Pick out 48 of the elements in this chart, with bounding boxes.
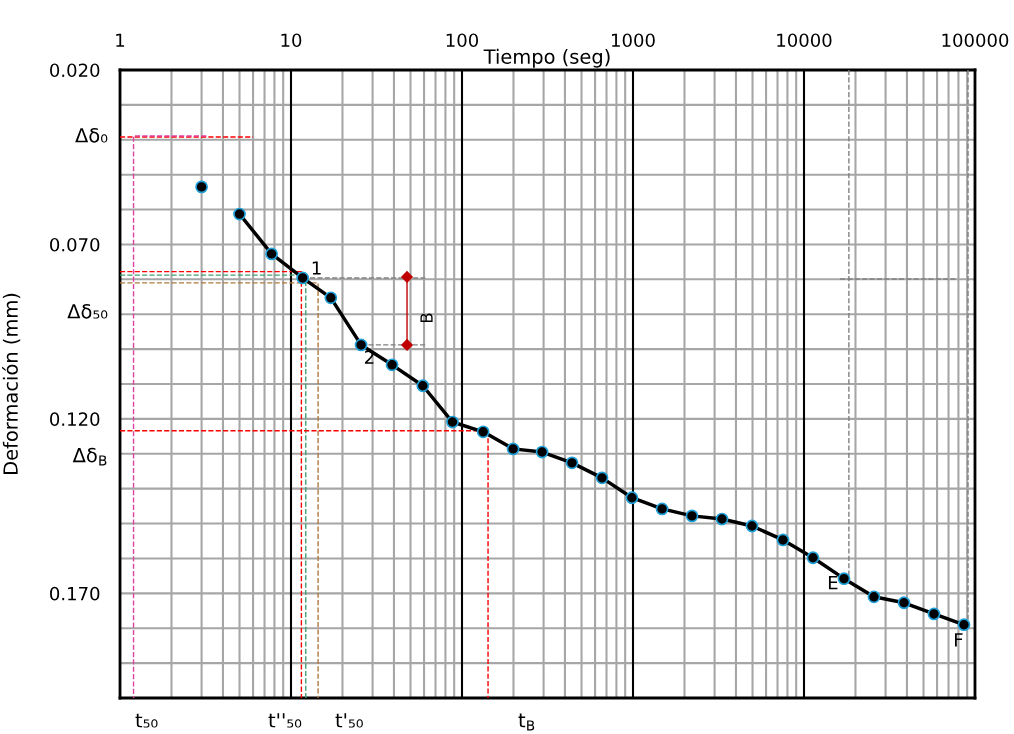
point	[927, 607, 941, 621]
text: t$_{B}$	[518, 713, 535, 731]
y-tick-label: 0.170	[50, 586, 100, 601]
point	[897, 596, 911, 610]
text: Δδ$_{B}$	[72, 447, 107, 466]
x-axis-title: Tiempo (seg)	[483, 48, 610, 68]
x-tick-label: 1	[116, 33, 125, 47]
point	[324, 291, 338, 305]
y-axis-title: Deformación (mm)	[2, 293, 21, 474]
point	[625, 491, 639, 505]
text: t₅₀	[135, 713, 158, 728]
point	[595, 471, 609, 485]
point	[354, 338, 368, 352]
point	[265, 247, 278, 261]
point	[446, 415, 459, 429]
x-tick-label: 10000	[777, 33, 832, 48]
x-tick-label: 100	[446, 33, 479, 48]
y-tick-label: 0.120	[50, 412, 100, 427]
point	[957, 618, 971, 632]
annotation: B	[420, 313, 433, 323]
point	[715, 512, 729, 526]
point	[416, 379, 430, 393]
annotation: F	[955, 633, 963, 647]
point	[385, 358, 399, 372]
point	[776, 533, 790, 547]
point	[296, 271, 310, 285]
text: Δδ₅₀	[67, 303, 108, 319]
text: t'₅₀	[335, 713, 363, 728]
text: t''₅₀	[268, 713, 302, 728]
y-tick-label: 0.070	[50, 237, 100, 252]
point	[806, 551, 820, 565]
text: Δδ₀	[75, 127, 108, 143]
point	[506, 442, 520, 456]
annotation: E	[828, 576, 838, 590]
x-tick-label: 1000	[612, 33, 655, 48]
point	[535, 445, 549, 459]
x-tick-label: 100000	[942, 33, 1009, 48]
point	[655, 502, 669, 516]
x-tick-label: 10	[281, 33, 302, 48]
point	[745, 519, 759, 533]
point	[837, 572, 851, 586]
point	[685, 509, 699, 523]
point	[867, 590, 881, 604]
point	[565, 456, 579, 470]
annotation: 1	[312, 261, 321, 275]
point	[476, 425, 490, 439]
point	[233, 207, 246, 221]
y-tick-label: 0.020	[50, 63, 100, 78]
